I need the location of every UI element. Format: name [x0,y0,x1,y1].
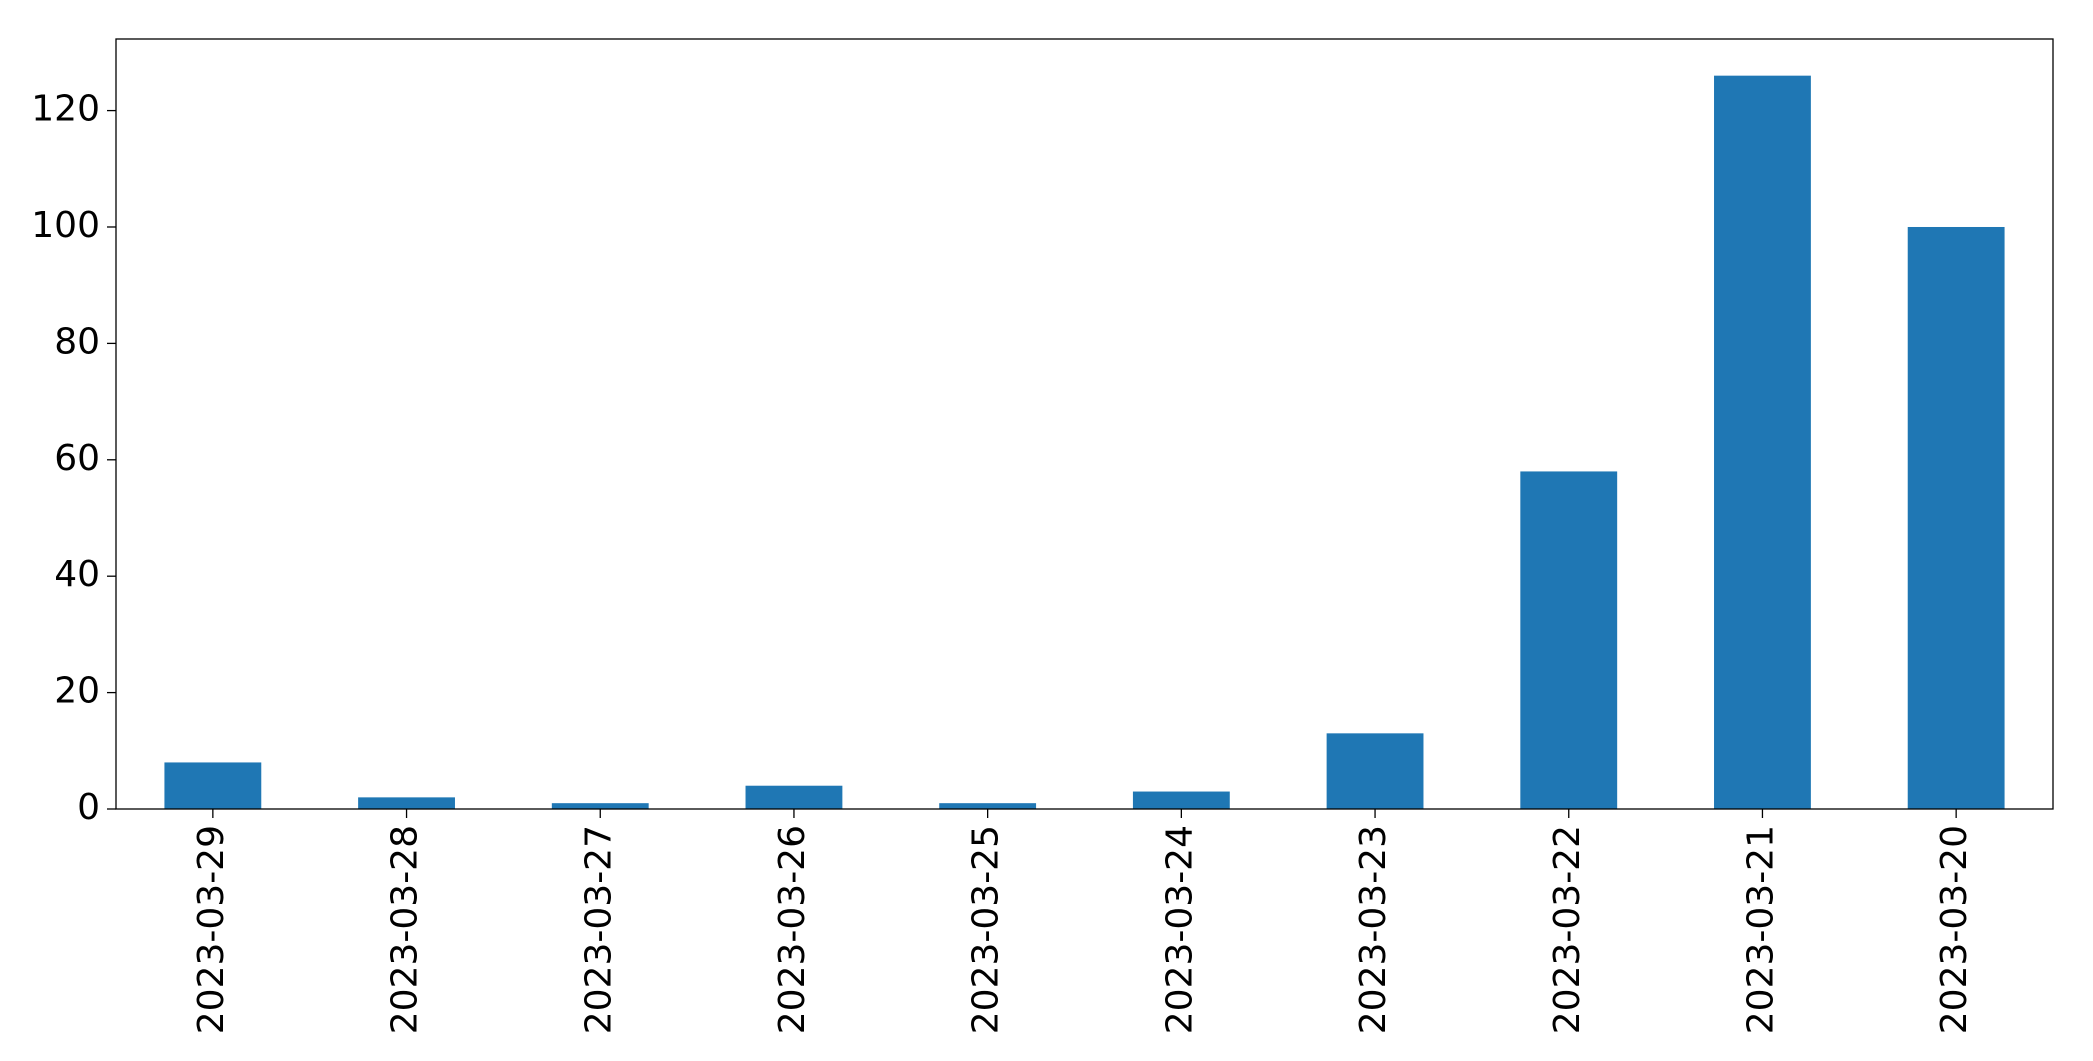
x-tick-label: 2023-03-24 [1159,825,1200,1034]
x-tick-label: 2023-03-28 [385,825,426,1034]
x-tick-label: 2023-03-21 [1740,825,1781,1034]
y-tick-label: 100 [31,205,100,246]
plot-frame [115,38,2054,810]
y-tick-label: 40 [54,554,100,595]
bar [1520,471,1618,809]
y-tick-label: 120 [31,89,100,130]
bar [745,785,843,809]
bar [164,762,262,809]
x-tick-label: 2023-03-26 [772,825,813,1034]
x-tick-label: 2023-03-25 [966,825,1007,1034]
y-tick-label: 20 [54,671,100,712]
bar [1326,733,1424,809]
y-tick-label: 60 [54,438,100,479]
x-tick-label: 2023-03-29 [191,825,232,1034]
x-tick-label: 2023-03-20 [1934,825,1975,1034]
bar [1907,226,2005,810]
bar [1714,75,1811,809]
bar [551,803,649,809]
bar [1132,791,1230,809]
x-tick-label: 2023-03-23 [1353,825,1394,1034]
bar [939,803,1037,809]
x-tick-label: 2023-03-22 [1547,825,1588,1034]
y-tick-label: 0 [77,787,100,828]
bar [358,797,455,809]
x-tick-label: 2023-03-27 [578,825,619,1034]
y-tick-label: 80 [54,321,100,362]
